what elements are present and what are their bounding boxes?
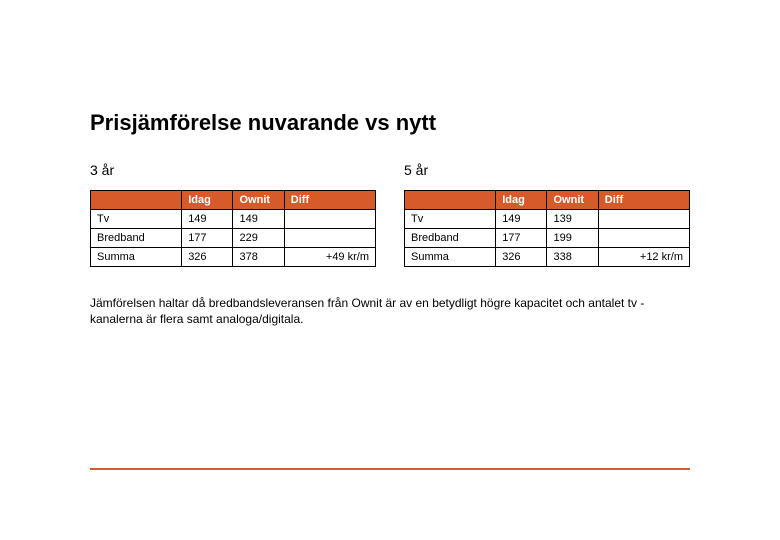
cell-label: Summa [405,248,496,267]
table-row: Summa 326 338 +12 kr/m [405,248,690,267]
th-blank [91,191,182,210]
cell-idag: 177 [496,229,547,248]
cell-label: Bredband [91,229,182,248]
th-blank [405,191,496,210]
page-title: Prisjämförelse nuvarande vs nytt [90,110,690,136]
cell-idag: 177 [182,229,233,248]
cell-ownit: 149 [233,210,284,229]
th-ownit: Ownit [547,191,598,210]
th-ownit: Ownit [233,191,284,210]
th-diff: Diff [598,191,689,210]
table-row: Tv 149 139 [405,210,690,229]
cell-idag: 149 [182,210,233,229]
table-row: Bredband 177 229 [91,229,376,248]
table-header-row: Idag Ownit Diff [91,191,376,210]
table-header-row: Idag Ownit Diff [405,191,690,210]
cell-idag: 149 [496,210,547,229]
cell-diff [284,229,375,248]
cell-ownit: 199 [547,229,598,248]
th-idag: Idag [182,191,233,210]
cell-label: Bredband [405,229,496,248]
cell-ownit: 378 [233,248,284,267]
cell-diff: +49 kr/m [284,248,375,267]
cell-ownit: 229 [233,229,284,248]
footer-divider [90,468,690,470]
table-right-block: 5 år Idag Ownit Diff Tv 149 139 [404,162,690,267]
cell-idag: 326 [496,248,547,267]
tables-row: 3 år Idag Ownit Diff Tv 149 149 [90,162,690,267]
comparison-note: Jämförelsen haltar då bredbandsleveranse… [90,295,690,327]
table-right-subhead: 5 år [404,162,690,178]
cell-diff [598,229,689,248]
slide: Prisjämförelse nuvarande vs nytt 3 år Id… [0,0,780,327]
cell-label: Tv [91,210,182,229]
cell-ownit: 139 [547,210,598,229]
cell-diff [284,210,375,229]
cell-ownit: 338 [547,248,598,267]
cell-diff: +12 kr/m [598,248,689,267]
table-row: Bredband 177 199 [405,229,690,248]
th-idag: Idag [496,191,547,210]
cell-label: Tv [405,210,496,229]
table-left-block: 3 år Idag Ownit Diff Tv 149 149 [90,162,376,267]
table-left: Idag Ownit Diff Tv 149 149 Bredband 177 [90,190,376,267]
table-right: Idag Ownit Diff Tv 149 139 Bredband 177 [404,190,690,267]
table-left-subhead: 3 år [90,162,376,178]
cell-label: Summa [91,248,182,267]
th-diff: Diff [284,191,375,210]
cell-idag: 326 [182,248,233,267]
table-row: Tv 149 149 [91,210,376,229]
cell-diff [598,210,689,229]
table-row: Summa 326 378 +49 kr/m [91,248,376,267]
